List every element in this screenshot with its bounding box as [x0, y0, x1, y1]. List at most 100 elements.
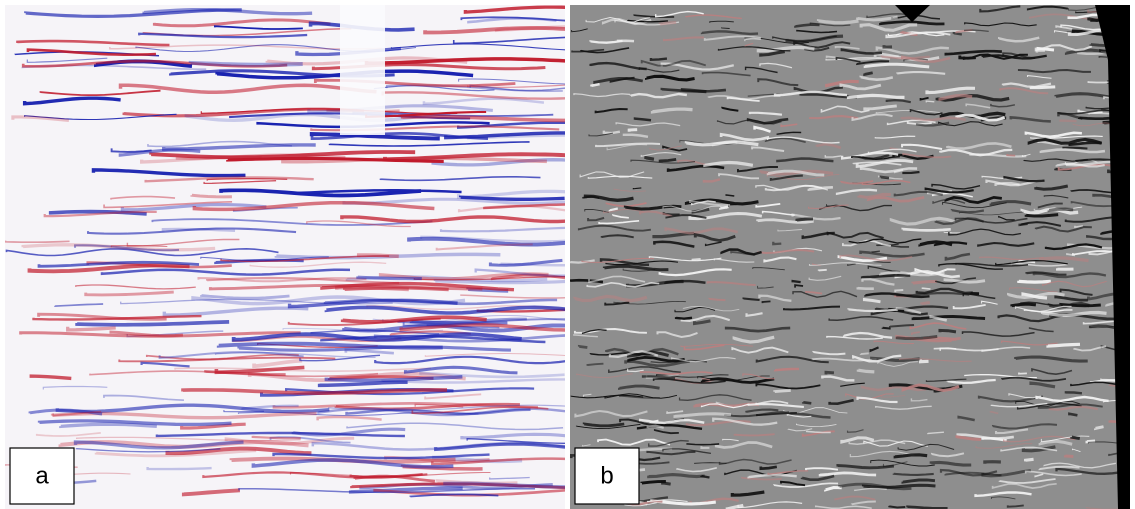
reflector	[349, 473, 423, 478]
texture-stroke	[962, 292, 996, 300]
reflector	[324, 305, 565, 315]
texture-stroke	[994, 428, 1029, 435]
texture-stroke	[648, 439, 689, 447]
texture-stroke	[870, 356, 920, 362]
texture-stroke	[1059, 119, 1077, 123]
texture-stroke	[998, 478, 1056, 484]
reflector	[152, 18, 331, 28]
texture-stroke	[887, 31, 945, 37]
texture-stroke	[931, 183, 981, 190]
texture-stroke	[942, 201, 1007, 209]
texture-stroke	[605, 260, 679, 266]
reflector	[37, 419, 232, 427]
texture-stroke	[598, 220, 640, 225]
texture-stroke	[943, 231, 961, 234]
texture-stroke	[602, 130, 621, 135]
reflector	[192, 200, 435, 212]
reflector	[411, 406, 549, 415]
reflector	[52, 410, 102, 417]
texture-stroke	[755, 400, 789, 405]
reflector	[413, 275, 565, 281]
texture-stroke	[655, 10, 704, 18]
reflector	[142, 7, 313, 16]
texture-stroke	[777, 229, 802, 232]
texture-stroke	[652, 377, 726, 384]
texture-stroke	[627, 128, 638, 132]
texture-stroke	[680, 343, 753, 347]
reflector	[223, 410, 264, 413]
texture-stroke	[901, 227, 951, 232]
reflector	[422, 97, 545, 106]
reflector	[35, 432, 101, 437]
texture-stroke	[888, 505, 906, 509]
texture-stroke	[717, 46, 791, 52]
reflector	[22, 96, 121, 106]
texture-stroke	[640, 480, 666, 485]
texture-stroke	[826, 231, 884, 239]
reflector	[203, 180, 277, 185]
texture-stroke	[930, 452, 965, 458]
reflector	[180, 422, 246, 430]
texture-stroke	[825, 57, 891, 61]
reflector	[138, 32, 308, 39]
texture-stroke	[600, 234, 634, 239]
texture-stroke	[1009, 115, 1051, 123]
texture-stroke	[929, 314, 948, 322]
texture-stroke	[1098, 56, 1108, 58]
reflector	[452, 36, 565, 45]
reflector	[74, 244, 180, 252]
texture-stroke	[662, 205, 728, 212]
texture-stroke	[899, 358, 972, 362]
texture-stroke	[602, 264, 669, 272]
reflector	[241, 404, 299, 410]
texture-stroke	[590, 82, 600, 88]
texture-stroke	[805, 430, 831, 434]
texture-stroke	[856, 396, 898, 404]
reflector	[379, 176, 541, 182]
reflector	[181, 488, 241, 497]
reflector	[155, 431, 405, 438]
texture-stroke	[882, 461, 908, 468]
panel-a-background	[5, 5, 565, 509]
texture-stroke	[1028, 327, 1054, 333]
texture-stroke	[805, 467, 839, 471]
reflector	[219, 188, 422, 198]
texture-stroke	[808, 262, 882, 266]
reflector	[350, 482, 565, 489]
texture-stroke	[1059, 288, 1093, 296]
panel-a-label-box	[9, 447, 75, 505]
texture-stroke	[852, 161, 902, 166]
reflector	[328, 404, 565, 412]
texture-stroke	[1043, 462, 1116, 469]
texture-stroke	[856, 286, 874, 291]
texture-stroke	[816, 18, 859, 25]
reflector	[75, 436, 301, 442]
texture-stroke	[1018, 372, 1027, 375]
reflector	[216, 341, 443, 350]
texture-stroke	[841, 151, 899, 160]
texture-stroke	[746, 403, 804, 408]
texture-stroke	[678, 394, 752, 401]
texture-stroke	[587, 175, 653, 179]
texture-stroke	[573, 334, 598, 338]
reflector	[424, 352, 565, 357]
reflector	[206, 276, 400, 285]
texture-stroke	[991, 482, 1057, 489]
texture-stroke	[795, 217, 814, 222]
reflector	[419, 371, 565, 379]
texture-stroke	[901, 383, 960, 392]
texture-stroke	[989, 410, 999, 415]
texture-stroke	[751, 146, 785, 152]
texture-stroke	[999, 87, 1049, 95]
reflector	[381, 378, 565, 384]
texture-stroke	[929, 460, 972, 467]
reflector	[399, 323, 565, 332]
texture-stroke	[1024, 213, 1059, 218]
texture-stroke	[701, 71, 751, 77]
texture-stroke	[962, 53, 1028, 60]
texture-stroke	[927, 431, 944, 435]
texture-stroke	[1055, 25, 1073, 30]
texture-stroke	[627, 350, 669, 358]
texture-stroke	[702, 178, 721, 183]
reflector	[220, 255, 390, 263]
